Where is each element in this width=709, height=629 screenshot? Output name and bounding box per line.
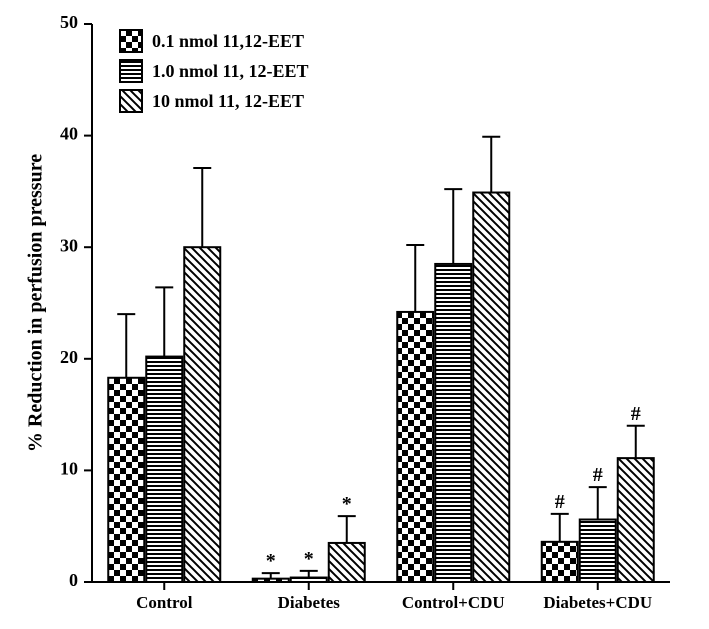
legend-swatch: [120, 60, 142, 82]
y-tick-label: 0: [69, 570, 78, 590]
legend-label: 1.0 nmol 11, 12-EET: [152, 61, 309, 81]
x-group-label: Diabetes+CDU: [543, 593, 652, 612]
y-tick-label: 50: [60, 12, 78, 32]
bar: [542, 542, 578, 582]
bar: [108, 378, 144, 582]
bar: [580, 520, 616, 582]
y-tick-label: 20: [60, 347, 78, 367]
bar: [435, 264, 471, 582]
bar-chart: 0 10 20 30 40 50 % Reduction in perfusion pres…: [0, 0, 709, 629]
significance-marker: *: [304, 548, 314, 570]
legend-swatch: [120, 90, 142, 112]
bar: [473, 193, 509, 582]
x-group-label: Diabetes: [278, 593, 341, 612]
bar: [184, 247, 220, 582]
y-tick-label: 10: [60, 459, 78, 479]
y-axis-label: % Reduction in perfusion pressure: [25, 154, 47, 452]
bar: [146, 357, 182, 582]
bar: [618, 458, 654, 582]
x-group-label: Control+CDU: [402, 593, 505, 612]
bar: [329, 543, 365, 582]
bar: [397, 312, 433, 582]
significance-marker: #: [593, 464, 603, 486]
significance-marker: #: [631, 403, 641, 425]
legend-swatch: [120, 30, 142, 52]
bar: [253, 579, 289, 582]
y-tick-label: 40: [60, 124, 78, 144]
bar: [291, 578, 327, 582]
significance-marker: *: [342, 493, 352, 515]
legend-label: 10 nmol 11, 12-EET: [152, 91, 304, 111]
significance-marker: *: [266, 550, 276, 572]
x-group-label: Control: [136, 593, 193, 612]
legend-label: 0.1 nmol 11,12-EET: [152, 31, 304, 51]
significance-marker: #: [555, 491, 565, 513]
y-tick-label: 30: [60, 235, 78, 255]
